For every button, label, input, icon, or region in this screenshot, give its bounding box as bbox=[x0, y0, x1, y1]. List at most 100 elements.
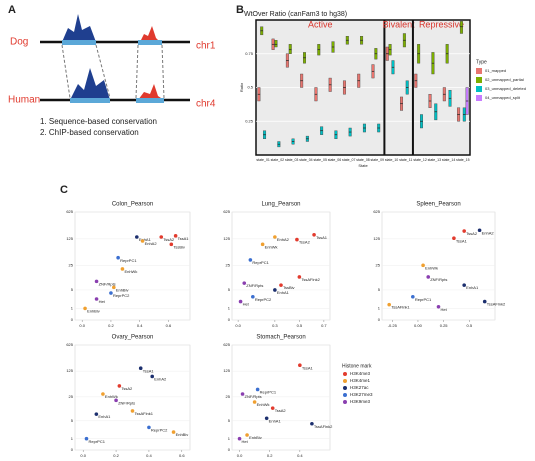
x-tick-label: 0.6 bbox=[179, 453, 185, 458]
point bbox=[112, 285, 116, 290]
x-tick-label: state_09 bbox=[371, 158, 384, 162]
point bbox=[255, 387, 260, 392]
point bbox=[94, 297, 99, 301]
x-tick-label: 0.4 bbox=[297, 453, 303, 458]
point bbox=[242, 281, 247, 285]
note: 1. Sequence-based conservation bbox=[40, 117, 157, 126]
point-label: EnhWk bbox=[265, 244, 278, 249]
chart-title: Colon_Pearson bbox=[112, 202, 153, 208]
point bbox=[135, 235, 139, 239]
point-label: TssA1 bbox=[178, 236, 190, 241]
y-tick-label: 5 bbox=[71, 287, 74, 292]
legend-swatch bbox=[476, 95, 482, 101]
point bbox=[150, 374, 155, 379]
y-tick-label: 0.75 bbox=[245, 51, 254, 56]
point-label: TssA1 bbox=[143, 368, 155, 373]
x-tick-label: state_13 bbox=[428, 158, 441, 162]
y-tick-label: 625 bbox=[373, 209, 380, 214]
legend-swatch bbox=[476, 86, 482, 92]
panel-label: C bbox=[60, 184, 68, 196]
point-label: EnhA2 bbox=[145, 241, 158, 246]
point bbox=[114, 398, 118, 403]
point-label: EnhWk bbox=[257, 402, 270, 407]
section-label: Repressive bbox=[419, 19, 464, 29]
point-label: TssA2 bbox=[275, 408, 287, 413]
point-label: TssAFlnk2 bbox=[487, 302, 506, 307]
point bbox=[387, 302, 391, 307]
section-label: Active bbox=[308, 19, 333, 29]
point bbox=[101, 392, 105, 396]
point-label: EnhBiv bbox=[87, 308, 100, 313]
point-label: TssAFlnk1 bbox=[391, 305, 410, 310]
x-tick-label: 0.2 bbox=[108, 323, 114, 328]
legend-label: H3K4me3 bbox=[350, 371, 371, 376]
point bbox=[120, 267, 125, 271]
y-tick-label: 0 bbox=[228, 447, 231, 452]
legend-label: H3K27ac bbox=[350, 385, 369, 390]
point-label: ReprPC2 bbox=[113, 293, 130, 298]
point-label: EnhBiv bbox=[249, 435, 262, 440]
point bbox=[94, 279, 99, 284]
point bbox=[130, 409, 135, 413]
box bbox=[288, 44, 292, 54]
point-label: EnhWk bbox=[105, 394, 118, 399]
point-label: ZNF/Rpts bbox=[99, 281, 116, 286]
legend-label: 02_unmapped_partial bbox=[485, 77, 524, 82]
legend-label: H3K9me3 bbox=[350, 399, 371, 404]
y-tick-label: 5 bbox=[228, 418, 231, 423]
point-label: ReprPC1 bbox=[120, 258, 137, 263]
y-tick-label: 125 bbox=[223, 236, 230, 241]
point bbox=[84, 436, 89, 441]
legend-swatch bbox=[343, 393, 347, 397]
y-tick-label: 25 bbox=[69, 262, 74, 267]
point bbox=[426, 275, 431, 279]
point-label: ReprPC1 bbox=[252, 260, 269, 265]
legend-title: Histone mark bbox=[342, 363, 372, 369]
chart-title: Spleen_Pearson bbox=[416, 202, 460, 208]
point bbox=[116, 255, 120, 260]
point bbox=[270, 406, 275, 410]
point-label: EnhA2 bbox=[482, 230, 495, 235]
point bbox=[312, 232, 316, 237]
point-label: ZNF/Rpts bbox=[246, 283, 263, 288]
chrom-label: chr4 bbox=[196, 99, 216, 110]
point bbox=[251, 294, 255, 299]
x-axis-label: State bbox=[358, 163, 368, 168]
x-tick-label: state_11 bbox=[399, 158, 412, 162]
x-tick-label: state_08 bbox=[356, 158, 369, 162]
y-axis-label: Ratio bbox=[239, 82, 244, 92]
point-label: TssA2 bbox=[121, 386, 133, 391]
point bbox=[159, 235, 164, 239]
y-tick-label: 0 bbox=[71, 317, 74, 322]
point-label: ZNF/Rpts bbox=[245, 394, 262, 399]
point-label: TssBiv bbox=[283, 285, 295, 290]
species-label: Dog bbox=[10, 37, 28, 48]
point-label: TssA2 bbox=[299, 240, 311, 245]
point-label: TssA2 bbox=[466, 231, 478, 236]
point-label: TssAFlnk1 bbox=[135, 411, 154, 416]
point-label: TssA2 bbox=[163, 237, 175, 242]
plot-frame bbox=[74, 344, 191, 451]
point-label: ReprPC2 bbox=[255, 297, 272, 302]
point-label: Het bbox=[242, 439, 249, 444]
point-label: EnhA1 bbox=[466, 285, 479, 290]
y-tick-label: 5 bbox=[378, 287, 381, 292]
x-tick-label: 0.4 bbox=[146, 453, 152, 458]
y-tick-label: 625 bbox=[223, 209, 230, 214]
y-tick-label: 25 bbox=[226, 394, 231, 399]
point bbox=[169, 242, 174, 247]
y-tick-label: 0 bbox=[378, 317, 381, 322]
point bbox=[462, 229, 466, 233]
point bbox=[237, 436, 242, 441]
x-tick-label: state_10 bbox=[385, 158, 398, 162]
point-label: TssAFlnk2 bbox=[301, 277, 320, 282]
box bbox=[274, 40, 278, 48]
point-label: Het bbox=[99, 299, 106, 304]
point bbox=[462, 283, 466, 287]
point bbox=[411, 294, 415, 299]
x-tick-label: state_04 bbox=[299, 158, 312, 162]
x-tick-label: 0.3 bbox=[272, 323, 278, 328]
species-label: Human bbox=[8, 95, 40, 106]
point-label: ZNF/Rpts bbox=[118, 400, 135, 405]
legend-swatch bbox=[343, 400, 347, 404]
